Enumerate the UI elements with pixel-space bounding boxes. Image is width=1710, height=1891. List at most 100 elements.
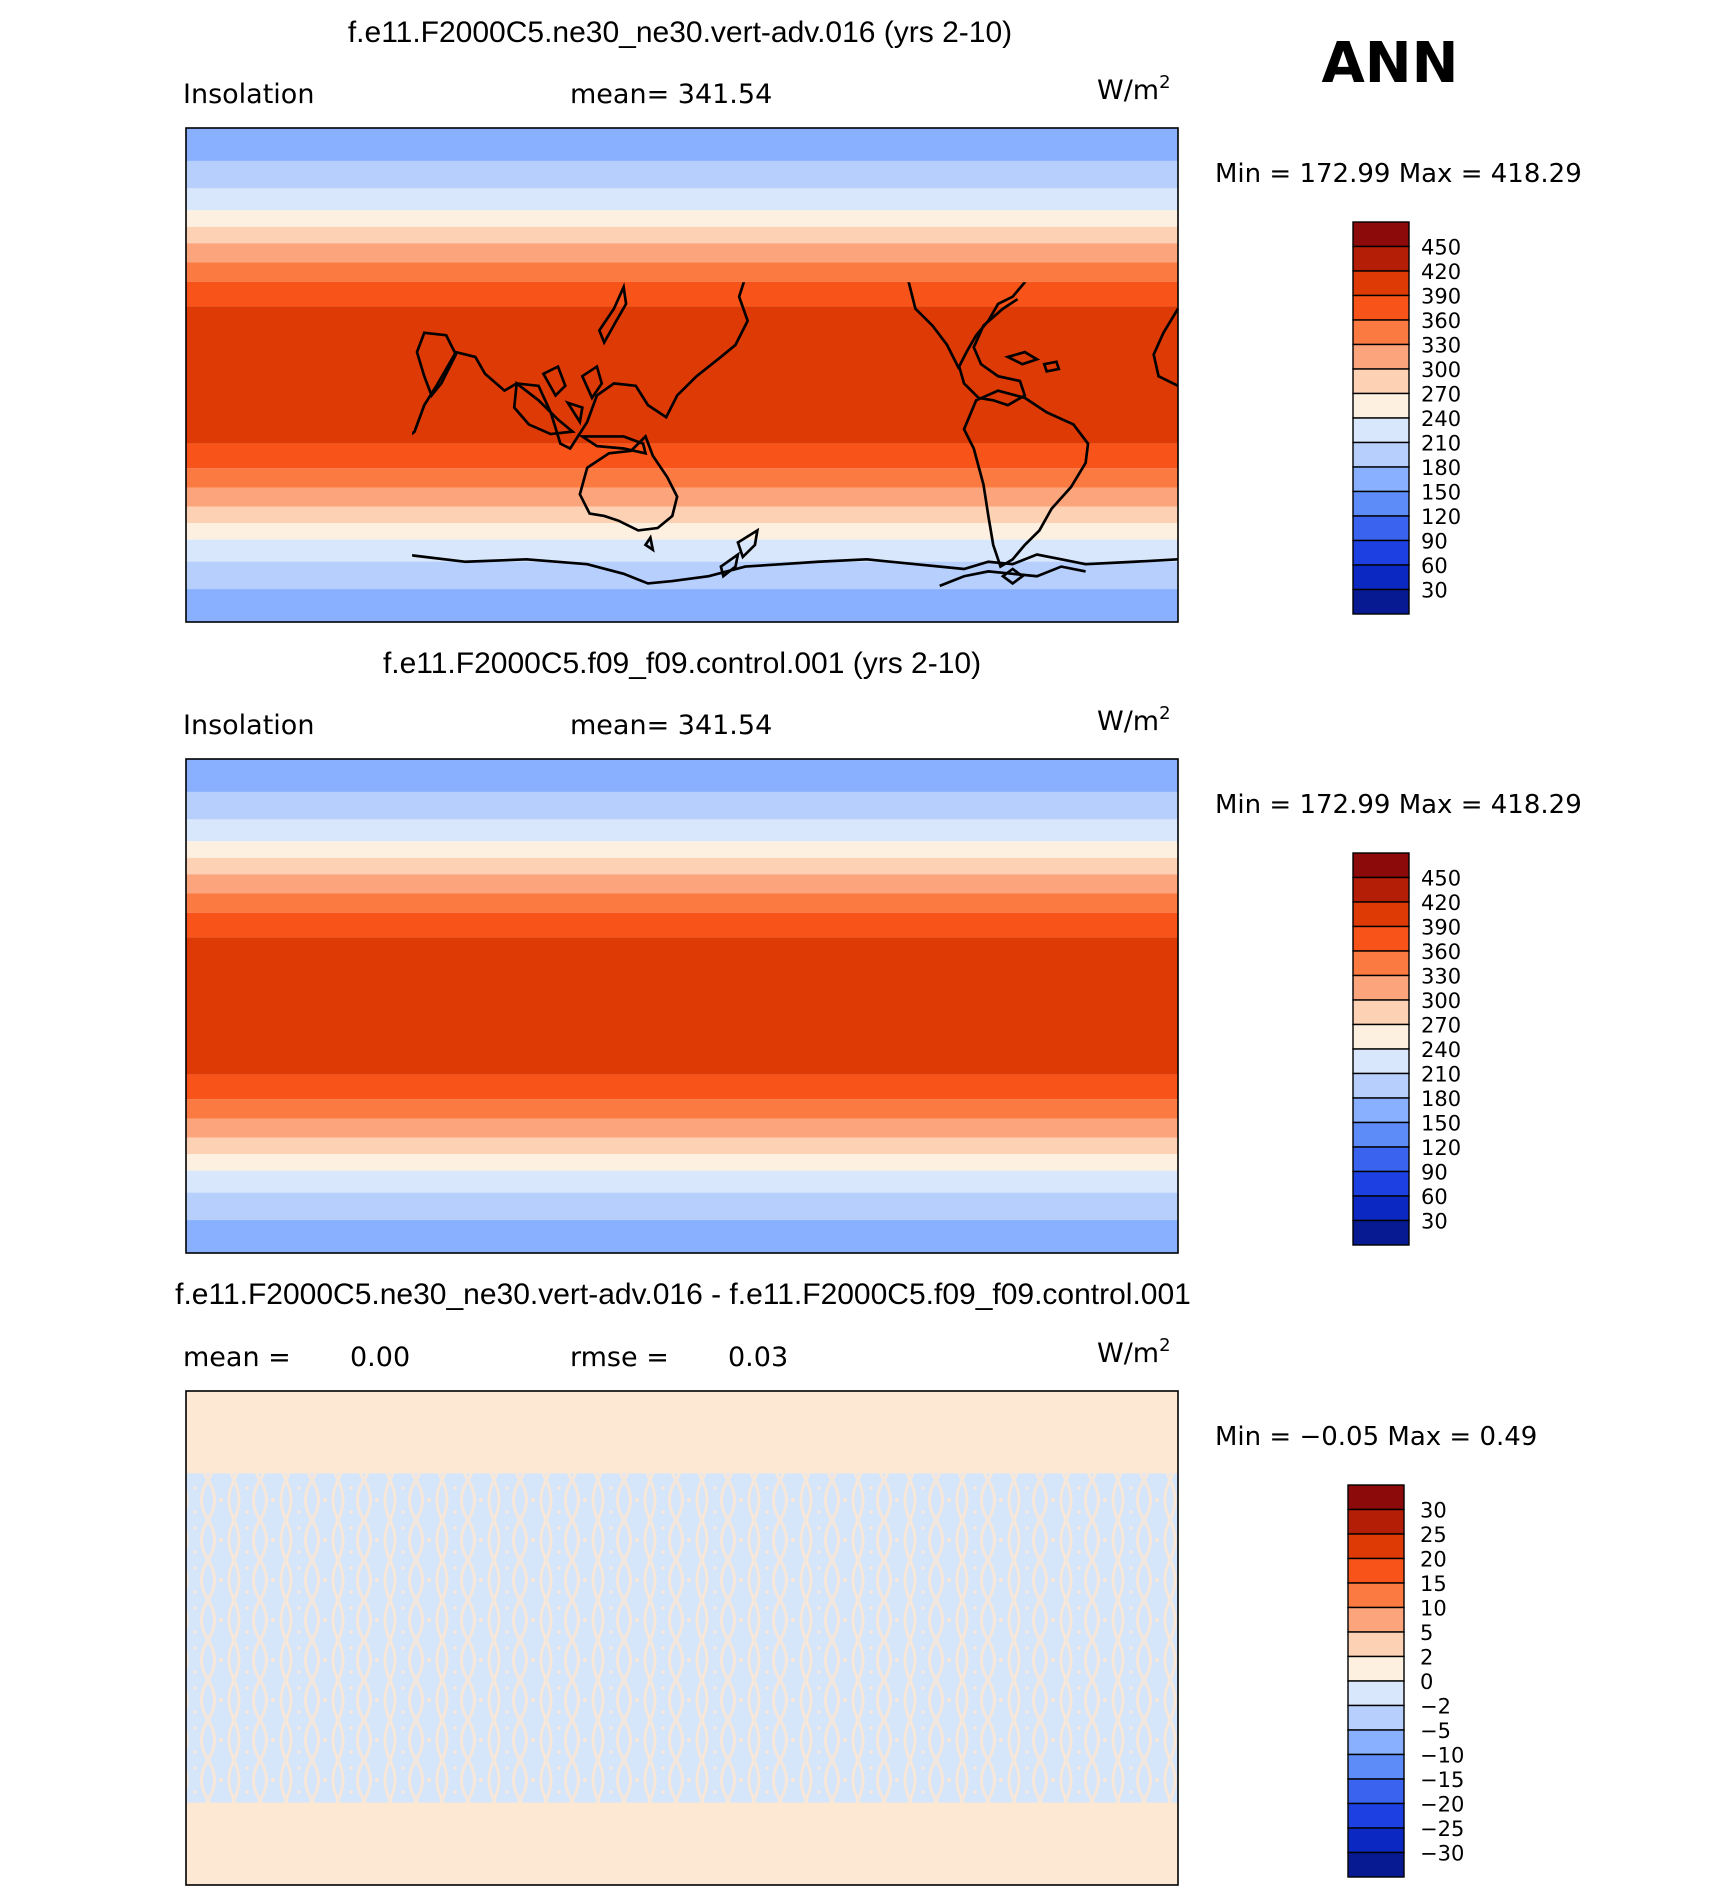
units-label: W/m2: [1097, 703, 1171, 737]
colorbar-swatch: [1352, 490, 1410, 517]
variable-label: Insolation: [183, 710, 314, 741]
colorbar-tick-label: 30: [1420, 1499, 1447, 1523]
map-frame: [185, 127, 1179, 623]
colorbar-tick-label: 180: [1421, 1087, 1461, 1111]
colorbar-swatch: [1352, 245, 1410, 272]
zonal-band: [186, 226, 1178, 244]
colorbar-tick-label: 420: [1421, 260, 1461, 284]
colorbar-swatch: [1347, 1704, 1405, 1731]
colorbar-swatch: [1352, 876, 1410, 903]
zonal-band: [186, 589, 1178, 622]
colorbar-swatch: [1347, 1851, 1405, 1878]
colorbar-swatch: [1347, 1557, 1405, 1584]
colorbar-swatch: [1352, 1121, 1410, 1148]
colorbar-swatch: [1352, 564, 1410, 591]
colorbar-swatch: [1352, 515, 1410, 542]
colorbar-swatch: [1352, 319, 1410, 346]
colorbar-swatch: [1347, 1606, 1405, 1633]
colorbar-tick-label: 390: [1421, 916, 1461, 940]
units-label: W/m2: [1097, 1335, 1171, 1369]
colorbar-tick-label: 300: [1421, 989, 1461, 1013]
zonal-band: [186, 306, 1178, 444]
colorbar-tick-label: 270: [1421, 1014, 1461, 1038]
colorbar-swatch: [1352, 417, 1410, 444]
colorbar-tick-label: 420: [1421, 891, 1461, 915]
zonal-band: [186, 1391, 1178, 1474]
colorbar-swatch: [1347, 1655, 1405, 1682]
zonal-band: [186, 857, 1178, 875]
panel-difference: f.e11.F2000C5.ne30_ne30.vert-adv.016 - f…: [175, 1278, 1537, 1886]
colorbar-swatch: [1347, 1508, 1405, 1535]
colorbar-tick-label: 240: [1421, 407, 1461, 431]
map-plot: [185, 758, 1179, 1254]
mean-label: mean =: [183, 1342, 291, 1373]
panel-title: f.e11.F2000C5.f09_f09.control.001 (yrs 2…: [383, 647, 981, 680]
zonal-band: [186, 1192, 1178, 1221]
zonal-band: [186, 912, 1178, 938]
colorbar-tick-label: 60: [1421, 1185, 1448, 1209]
units-exponent: 2: [1159, 1335, 1170, 1356]
variable-label: Insolation: [183, 79, 314, 110]
season-label: ANN: [1321, 31, 1458, 96]
colorbar-swatch: [1347, 1484, 1405, 1511]
colorbar-swatch: [1352, 1219, 1410, 1246]
zonal-band: [186, 468, 1178, 488]
colorbar-swatch: [1352, 1072, 1410, 1099]
colorbar-tick-label: 120: [1421, 505, 1461, 529]
colorbar-swatch: [1347, 1729, 1405, 1756]
colorbar-swatch: [1352, 221, 1410, 248]
colorbar-tick-label: 120: [1421, 1136, 1461, 1160]
colorbar-tick-label: 330: [1421, 334, 1461, 358]
map-plot: [185, 127, 1185, 623]
colorbar-swatch: [1352, 1170, 1410, 1197]
colorbar-tick-label: 330: [1421, 965, 1461, 989]
units-base: W/m: [1097, 706, 1159, 737]
colorbar-swatch: [1347, 1582, 1405, 1609]
colorbar-tick-label: 180: [1421, 456, 1461, 480]
colorbar-tick-label: 90: [1421, 1161, 1448, 1185]
units-exponent: 2: [1159, 703, 1170, 724]
colorbar-tick-label: 240: [1421, 1038, 1461, 1062]
panel-model-1: f.e11.F2000C5.ne30_ne30.vert-adv.016 (yr…: [183, 16, 1582, 623]
colorbar-tick-label: 390: [1421, 285, 1461, 309]
colorbar-swatch: [1352, 588, 1410, 615]
zonal-band: [186, 523, 1178, 540]
zonal-band: [186, 1099, 1178, 1119]
zonal-band: [186, 262, 1178, 282]
colorbar-swatch: [1352, 1048, 1410, 1075]
colorbar-tick-label: −20: [1420, 1793, 1464, 1817]
colorbar-tick-label: 30: [1421, 579, 1448, 603]
colorbar-swatch: [1352, 950, 1410, 977]
colorbar-tick-label: −30: [1420, 1842, 1464, 1866]
zonal-band: [186, 1220, 1178, 1253]
map-frame: [185, 758, 1179, 1254]
zonal-band: [186, 791, 1178, 820]
colorbar-tick-label: 2: [1420, 1646, 1433, 1670]
colorbar-tick-label: 210: [1421, 432, 1461, 456]
colorbar-tick-label: 150: [1421, 481, 1461, 505]
colorbar-swatch: [1347, 1533, 1405, 1560]
colorbar: 4504203903603303002702402101801501209060…: [1352, 221, 1461, 615]
colorbar-swatch: [1352, 270, 1410, 297]
zonal-band: [186, 759, 1178, 792]
colorbar-swatch: [1352, 466, 1410, 493]
min-max-label: Min = −0.05 Max = 0.49: [1215, 1422, 1537, 1452]
map-frame: [185, 1390, 1179, 1886]
zonal-band: [186, 874, 1178, 894]
zonal-band: [186, 210, 1178, 227]
colorbar-swatch: [1352, 1195, 1410, 1222]
colorbar-tick-label: 210: [1421, 1063, 1461, 1087]
map-plot: [185, 1390, 1179, 1886]
min-max-label: Min = 172.99 Max = 418.29: [1215, 159, 1582, 189]
colorbar-swatch: [1352, 392, 1410, 419]
panel-model-2: f.e11.F2000C5.f09_f09.control.001 (yrs 2…: [183, 647, 1582, 1254]
colorbar-tick-label: 20: [1420, 1548, 1447, 1572]
zonal-band: [186, 160, 1178, 189]
panel-title: f.e11.F2000C5.ne30_ne30.vert-adv.016 (yr…: [348, 16, 1012, 49]
colorbar-tick-label: −15: [1420, 1768, 1464, 1792]
colorbar-swatch: [1352, 1023, 1410, 1050]
units-base: W/m: [1097, 75, 1159, 106]
zonal-band: [186, 1074, 1178, 1100]
colorbar-swatch: [1347, 1778, 1405, 1805]
